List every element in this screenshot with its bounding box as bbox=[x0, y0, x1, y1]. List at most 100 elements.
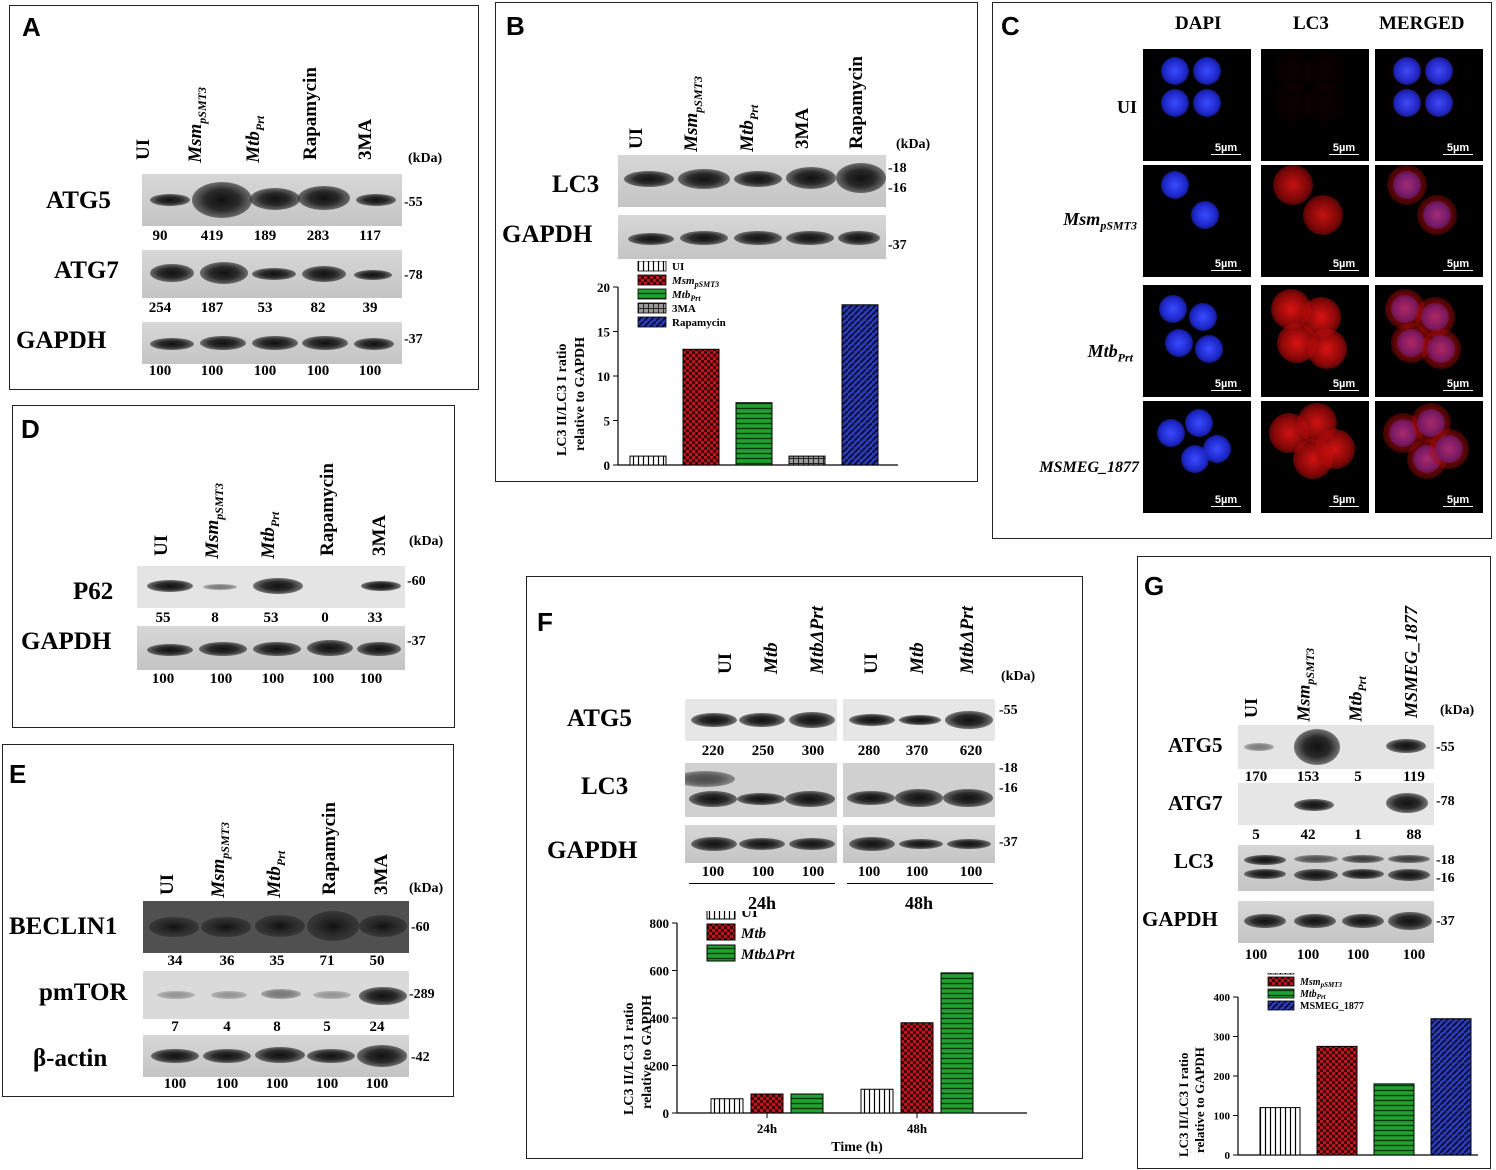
kda-label: (kDa) bbox=[1440, 703, 1475, 718]
lane-label: MsmpSMT3 bbox=[208, 822, 232, 898]
y-tick-label: 0 bbox=[1225, 1150, 1231, 1162]
blot-gapdh bbox=[137, 626, 405, 670]
legend-swatch bbox=[706, 911, 736, 920]
value: 100 bbox=[151, 671, 175, 687]
marker: -37 bbox=[407, 634, 426, 649]
value: 187 bbox=[200, 300, 224, 316]
blot-gapdh bbox=[142, 322, 402, 364]
value: 5 bbox=[1252, 827, 1260, 843]
y-tick-label: 15 bbox=[597, 325, 611, 340]
y-tick-label: 100 bbox=[1214, 1111, 1231, 1123]
row-label-atg5: ATG5 bbox=[1168, 733, 1223, 757]
value: 100 bbox=[1402, 947, 1426, 963]
value: 189 bbox=[253, 228, 277, 244]
value: 620 bbox=[959, 743, 983, 759]
value: 100 bbox=[1296, 947, 1320, 963]
value: 100 bbox=[148, 363, 172, 379]
nucleus bbox=[1193, 57, 1221, 85]
value: 33 bbox=[367, 610, 383, 626]
micrograph-lc3: 5µm bbox=[1261, 401, 1369, 513]
value: 100 bbox=[959, 864, 983, 880]
chart-ylabel: LC3 II/LC3 I ratio bbox=[1176, 1053, 1191, 1157]
value: 100 bbox=[801, 864, 825, 880]
row-label-gapdh: GAPDH bbox=[21, 628, 112, 655]
bar bbox=[841, 304, 879, 466]
value: 8 bbox=[273, 1019, 281, 1035]
marker: -60 bbox=[411, 920, 430, 935]
chart-b: LC3 II/LC3 I ratio relative to GAPDH 0 5 1… bbox=[555, 261, 898, 473]
x-tick-label: 24h bbox=[757, 1121, 778, 1136]
lc3-signal bbox=[1429, 429, 1469, 469]
legend-label: Rapamycin bbox=[672, 317, 726, 329]
value: 100 bbox=[365, 1076, 389, 1092]
kda-label: (kDa) bbox=[408, 151, 443, 166]
value: 153 bbox=[1296, 769, 1320, 785]
lc3-signal bbox=[1387, 51, 1427, 91]
lane-label: MtbPrt bbox=[1345, 676, 1369, 722]
value: 0 bbox=[321, 610, 329, 626]
nucleus bbox=[1185, 409, 1213, 437]
value: 100 bbox=[1244, 947, 1268, 963]
legend-swatch bbox=[1267, 1000, 1295, 1011]
lane-label: MsmpSMT3 bbox=[185, 87, 209, 163]
micrograph-dapi: 5µm bbox=[1143, 285, 1251, 397]
lane-label: Mtb bbox=[761, 642, 782, 674]
value: 100 bbox=[358, 363, 382, 379]
micrograph-dapi: 5µm bbox=[1143, 165, 1251, 277]
marker: -18 bbox=[888, 161, 907, 176]
lc3-signal bbox=[1305, 83, 1345, 123]
value: 34 bbox=[167, 953, 183, 969]
value: 53 bbox=[257, 300, 273, 316]
bar bbox=[750, 1093, 784, 1114]
scale-bar: 5µm bbox=[1329, 494, 1359, 507]
blot-gapdh bbox=[618, 215, 886, 259]
panel-label: F bbox=[537, 607, 553, 637]
legend-swatch bbox=[1267, 973, 1295, 975]
lane-label: 3MA bbox=[355, 118, 376, 160]
x-tick-label: 48h bbox=[907, 1121, 928, 1136]
lc3-signal bbox=[1419, 51, 1459, 91]
blot-lc3-48h bbox=[843, 763, 995, 817]
panel-a: A UI MsmpSMT3 MtbPrt Rapamycin 3MA (kDa)… bbox=[9, 5, 479, 390]
lane-label: MsmpSMT3 bbox=[202, 483, 226, 559]
y-tick-label: 800 bbox=[650, 916, 670, 931]
value: 4 bbox=[223, 1019, 231, 1035]
nucleus bbox=[1203, 435, 1231, 463]
row-label: UI bbox=[1116, 97, 1137, 117]
value: 100 bbox=[311, 671, 335, 687]
lc3-signal bbox=[1387, 83, 1427, 123]
group-line bbox=[847, 883, 993, 884]
y-tick-label: 200 bbox=[1214, 1071, 1231, 1083]
lane-label: UI bbox=[715, 652, 736, 674]
value: 8 bbox=[211, 610, 219, 626]
kda-label: (kDa) bbox=[409, 534, 444, 549]
lane-label: UI bbox=[157, 873, 178, 895]
legend-swatch bbox=[637, 316, 667, 328]
lane-label: UI bbox=[861, 652, 882, 674]
blot-lc3 bbox=[1238, 845, 1434, 891]
legend-label: 3MA bbox=[672, 303, 696, 315]
nucleus bbox=[1393, 89, 1421, 117]
blot-gapdh-48h bbox=[843, 825, 995, 863]
lc3-signal bbox=[1417, 195, 1457, 235]
lc3-signal bbox=[1387, 165, 1427, 205]
group-line bbox=[689, 883, 835, 884]
scale-bar: 5µm bbox=[1443, 142, 1473, 155]
value: 100 bbox=[315, 1076, 339, 1092]
marker: -37 bbox=[999, 835, 1018, 850]
lc3-signal bbox=[1315, 429, 1355, 469]
lc3-signal bbox=[1303, 195, 1343, 235]
column-header: LC3 bbox=[1293, 13, 1329, 34]
blot-atg5-24h bbox=[685, 699, 837, 741]
lc3-signal bbox=[1273, 165, 1313, 205]
value: 170 bbox=[1244, 769, 1268, 785]
row-label-atg5: ATG5 bbox=[567, 705, 632, 732]
legend-label: MtbPrt bbox=[671, 289, 701, 303]
value: 100 bbox=[701, 864, 725, 880]
legend-swatch bbox=[637, 274, 667, 286]
panel-label: B bbox=[506, 11, 525, 41]
legend-swatch bbox=[1267, 976, 1295, 987]
y-tick-label: 300 bbox=[1214, 1032, 1231, 1044]
blot-lc3-24h bbox=[685, 763, 837, 817]
nucleus bbox=[1189, 303, 1217, 331]
